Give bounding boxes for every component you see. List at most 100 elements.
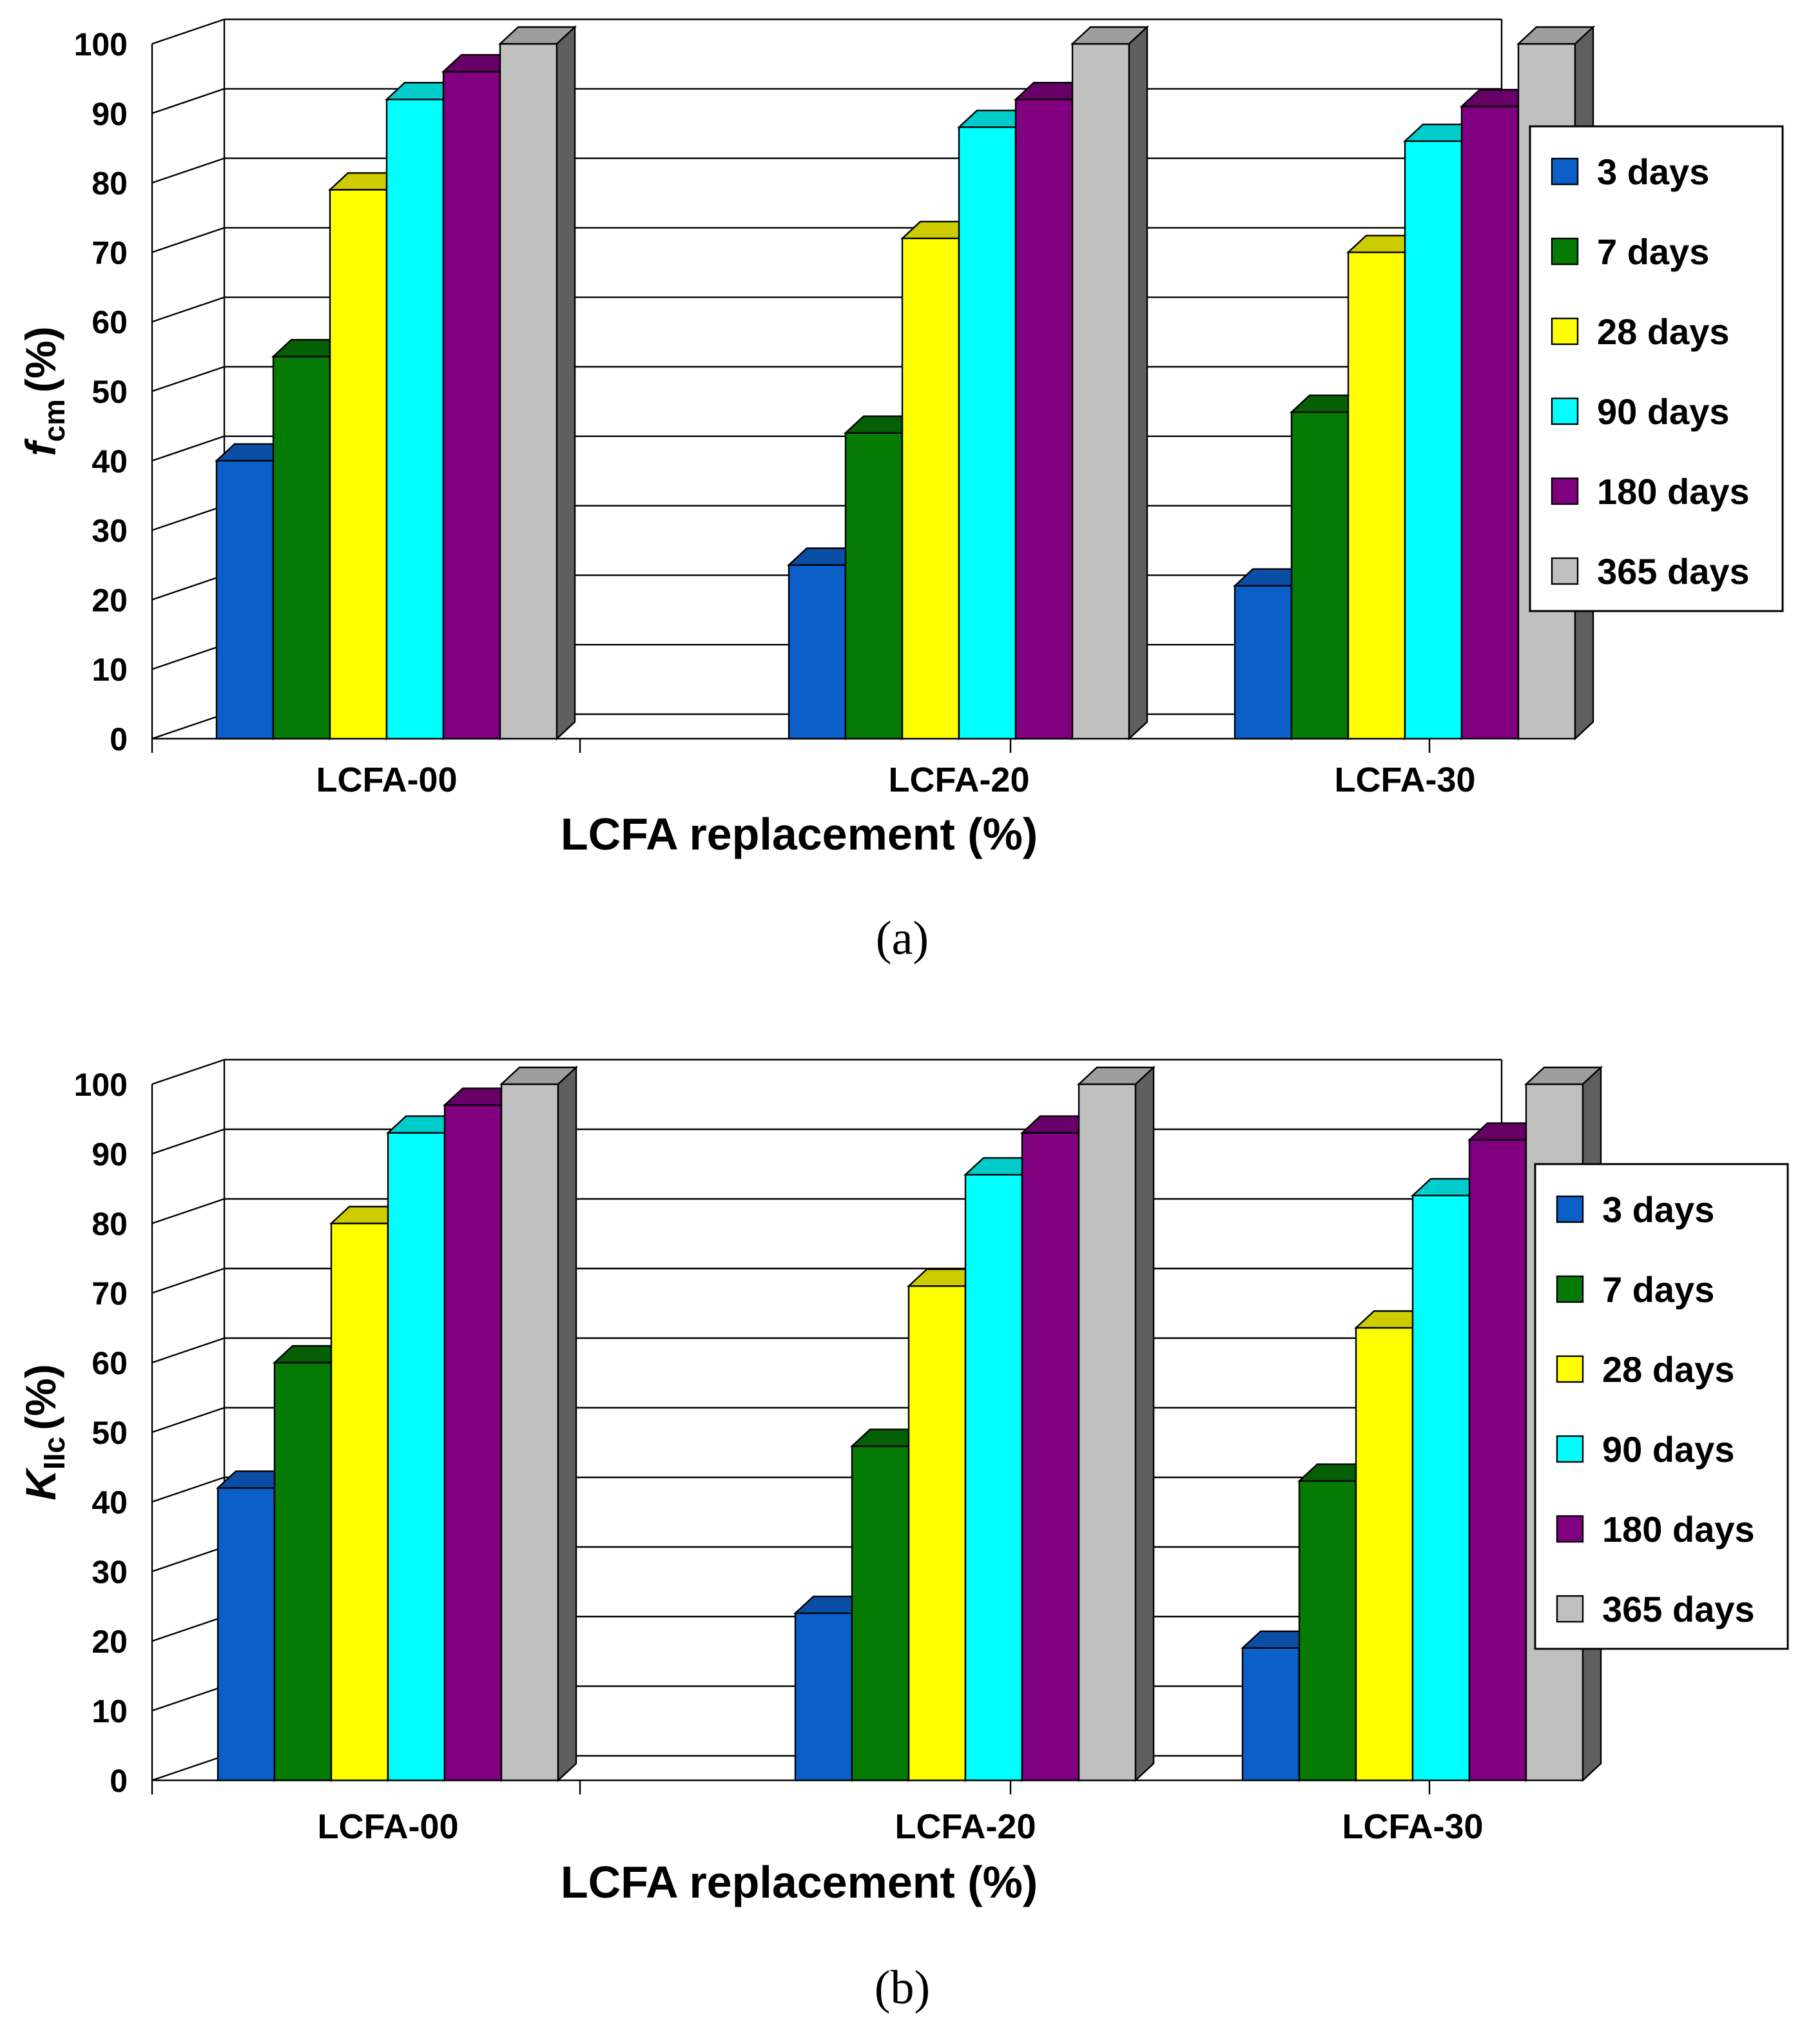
legend-swatch xyxy=(1551,237,1579,266)
bar xyxy=(215,460,275,740)
legend-swatch xyxy=(1556,1595,1584,1623)
legend-label: 3 days xyxy=(1597,151,1709,192)
legend-label: 7 days xyxy=(1597,231,1709,272)
bar xyxy=(442,70,501,740)
bar xyxy=(1468,1139,1527,1782)
legend-swatch xyxy=(1551,157,1579,186)
gridline-depth xyxy=(151,1685,225,1712)
y-tick-label: 10 xyxy=(92,652,128,688)
legend-label: 28 days xyxy=(1597,311,1730,352)
bar xyxy=(1078,1083,1137,1782)
y-tick-label: 40 xyxy=(92,1484,128,1521)
gridline-depth xyxy=(151,1337,225,1364)
gridline-depth xyxy=(151,1128,225,1155)
y-tick-label: 10 xyxy=(92,1693,128,1729)
legend-swatch xyxy=(1551,397,1579,425)
legend-label: 365 days xyxy=(1602,1589,1755,1629)
bar xyxy=(1298,1480,1357,1782)
legend-swatch xyxy=(1556,1435,1584,1463)
y-tick-label: 60 xyxy=(92,304,128,340)
legend: 3 days 7 days 28 days 90 days 180 days 365 da… xyxy=(1529,125,1784,612)
y-tick-label: 80 xyxy=(92,1206,128,1242)
bar-side xyxy=(557,1065,577,1782)
x-axis-label: LCFA replacement (%) xyxy=(561,809,1038,859)
panel-label: (b) xyxy=(875,1961,930,2014)
gridline-depth xyxy=(151,574,225,601)
bar xyxy=(387,1132,446,1782)
y-axis-label-subscript: cm xyxy=(37,399,71,442)
y-tick-label: 100 xyxy=(74,26,128,63)
bar xyxy=(844,432,904,740)
legend-swatch xyxy=(1556,1195,1584,1223)
bar xyxy=(500,1083,559,1782)
bar xyxy=(273,1361,333,1782)
gridline-depth xyxy=(151,713,225,740)
gridline-depth xyxy=(151,1406,225,1434)
gridline-depth xyxy=(151,227,225,253)
gridline-depth xyxy=(151,297,225,323)
bar xyxy=(329,189,388,740)
legend-label: 365 days xyxy=(1597,551,1750,592)
bar xyxy=(1460,105,1520,740)
y-tick-label: 20 xyxy=(92,582,128,618)
bar xyxy=(1014,99,1074,740)
legend-swatch xyxy=(1556,1515,1584,1543)
y-tick-label: 50 xyxy=(92,1415,128,1451)
gridline-depth xyxy=(151,1615,225,1642)
gridline-depth xyxy=(151,157,225,184)
legend-label: 3 days xyxy=(1602,1189,1714,1230)
y-tick-label: 60 xyxy=(92,1345,128,1381)
bar xyxy=(1241,1647,1301,1782)
gridline-depth xyxy=(151,365,225,393)
bar xyxy=(901,237,960,740)
y-tick-label: 70 xyxy=(92,1276,128,1312)
bar-side xyxy=(1128,25,1148,741)
y-tick-label: 0 xyxy=(110,1763,128,1799)
x-tick-label: LCFA-20 xyxy=(888,761,1029,799)
legend-swatch xyxy=(1556,1355,1584,1383)
y-tick-label: 0 xyxy=(110,721,128,757)
y-axis-label-unit: (%) xyxy=(17,326,64,393)
bar xyxy=(964,1174,1023,1782)
bar xyxy=(1071,43,1130,740)
legend-label: 7 days xyxy=(1602,1269,1714,1310)
legend-label: 28 days xyxy=(1602,1349,1735,1390)
legend: 3 days 7 days 28 days 90 days 180 days 365 da… xyxy=(1534,1163,1789,1650)
bar xyxy=(794,1612,853,1782)
y-tick-label: 30 xyxy=(92,1554,128,1590)
legend-box xyxy=(1529,125,1784,612)
legend-label: 180 days xyxy=(1597,471,1750,512)
chart-panel-b: 0 10 20 30 40 50 60 70 80 90 100 LCFA-00 LCFA-20 LCFA… xyxy=(17,1058,1789,2014)
bar xyxy=(272,355,331,740)
y-axis-label: KIIc (%) xyxy=(17,1364,71,1500)
y-tick-label: 50 xyxy=(92,374,128,410)
y-tick-label: 100 xyxy=(74,1067,128,1103)
bar xyxy=(1411,1194,1471,1782)
bar xyxy=(958,126,1017,740)
bar xyxy=(443,1104,503,1782)
bar-side xyxy=(556,25,576,741)
gridline-depth xyxy=(151,1058,225,1085)
bar xyxy=(1290,411,1350,740)
bar xyxy=(1355,1327,1414,1782)
legend-label: 180 days xyxy=(1602,1509,1755,1550)
gridline-depth xyxy=(151,18,225,45)
bar xyxy=(1347,251,1406,740)
y-tick-label: 20 xyxy=(92,1624,128,1660)
legend-swatch xyxy=(1551,557,1579,585)
bar xyxy=(851,1445,910,1782)
legend-swatch xyxy=(1556,1275,1584,1303)
x-tick-label: LCFA-30 xyxy=(1342,1807,1483,1846)
y-tick-label: 40 xyxy=(92,443,128,480)
x-tick-label: LCFA-20 xyxy=(895,1807,1036,1846)
bar xyxy=(499,43,558,740)
legend-swatch xyxy=(1551,317,1579,345)
gridline-depth xyxy=(151,1476,225,1503)
gridline-depth xyxy=(151,1267,225,1294)
gridline-depth xyxy=(151,644,225,670)
y-axis-label: fcm(%) xyxy=(17,326,71,456)
bar xyxy=(1234,585,1293,740)
gridline-depth xyxy=(151,1755,225,1782)
bar xyxy=(1404,140,1463,740)
